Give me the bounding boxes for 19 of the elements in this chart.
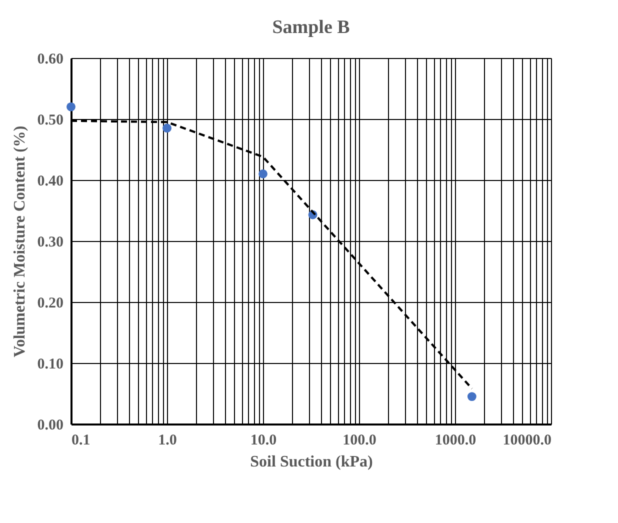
point (66, 102, 76, 112)
y-tick-label: 0.60 (37, 52, 64, 68)
y-axis-title: Volumetric Moisture Content (%) (11, 126, 28, 358)
x-axis-title: Soil Suction (kPa) (250, 454, 373, 470)
x-tick-label: 10.0 (250, 432, 277, 448)
x-tick-label: 1000.0 (434, 432, 476, 448)
x-tick-label: 1.0 (158, 432, 177, 448)
y-tick-label: 0.30 (37, 234, 64, 250)
point (162, 124, 172, 133)
y-tick-label: 0.20 (37, 296, 64, 312)
x-tick-label: 0.1 (72, 432, 90, 448)
y-tick-label: 0.00 (37, 418, 64, 434)
x-tick-label: 100.0 (342, 432, 376, 448)
y-tick-label: 0.10 (37, 356, 64, 372)
chart-title: Sample B (272, 17, 350, 38)
y-tick-label: 0.50 (37, 112, 64, 128)
point (258, 169, 268, 178)
y-tick-label: 0.40 (37, 174, 64, 190)
x-tick-label: 10000.0 (502, 432, 552, 448)
